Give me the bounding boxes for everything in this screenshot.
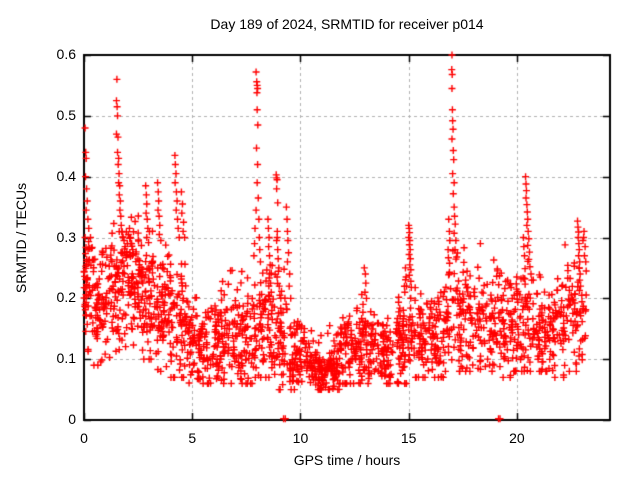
y-tick-label: 0.1 bbox=[56, 350, 76, 367]
x-tick-label: 5 bbox=[188, 430, 197, 446]
y-axis-title: SRMTID / TECUs bbox=[13, 182, 29, 294]
y-tick-label: 0.5 bbox=[56, 106, 76, 123]
x-axis-title: GPS time / hours bbox=[293, 452, 401, 468]
chart-title: Day 189 of 2024, SRMTID for receiver p01… bbox=[210, 16, 484, 32]
x-tick-label: 0 bbox=[80, 430, 88, 446]
y-tick-label: 0.2 bbox=[56, 289, 76, 306]
x-tick-label: 20 bbox=[509, 430, 525, 446]
x-tick-label: 15 bbox=[400, 430, 417, 446]
y-tick-label: 0 bbox=[68, 411, 76, 427]
y-tick-label: 0.6 bbox=[56, 46, 76, 62]
y-tick-label: 0.4 bbox=[56, 167, 76, 184]
y-tick-label: 0.3 bbox=[56, 228, 76, 245]
x-tick-label: 10 bbox=[292, 430, 309, 446]
